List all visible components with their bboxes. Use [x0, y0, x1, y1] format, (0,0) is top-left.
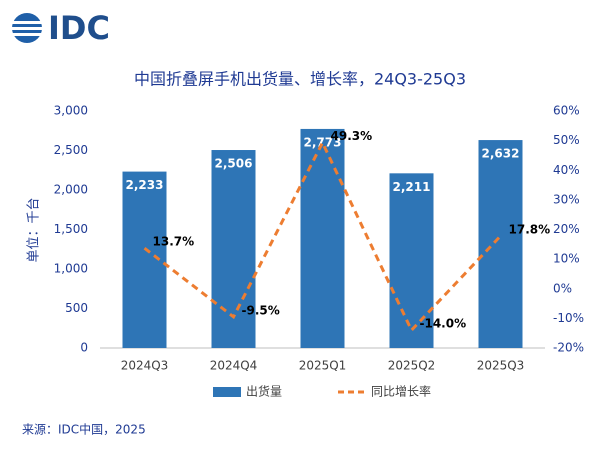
y2-tick-label: 50%: [553, 133, 580, 147]
y-tick-label: 3,000: [54, 104, 88, 118]
y-tick-label: 500: [65, 301, 88, 315]
y2-tick-label: 10%: [553, 252, 580, 266]
line-label: 49.3%: [331, 129, 373, 143]
y2-tick-label: 30%: [553, 192, 580, 206]
bar-label: 2,506: [215, 157, 253, 171]
legend-label: 同比增长率: [371, 384, 431, 399]
y2-tick-label: -20%: [553, 341, 584, 355]
logo-icon: [12, 13, 42, 43]
x-tick-label: 2025Q2: [388, 359, 436, 373]
bar: [122, 171, 167, 348]
x-tick-label: 2025Q3: [477, 359, 525, 373]
y2-tick-label: -10%: [553, 311, 584, 325]
bar-label: 2,773: [304, 135, 342, 149]
legend-label: 出货量: [246, 384, 282, 399]
x-tick-label: 2025Q1: [299, 359, 347, 373]
bar-label: 2,211: [393, 180, 431, 194]
y-tick-label: 0: [80, 341, 88, 355]
bar-label: 2,632: [482, 147, 520, 161]
line: [143, 139, 502, 333]
source: 来源：IDC中国，2025: [22, 422, 146, 437]
x-tick-label: 2024Q3: [121, 359, 169, 373]
line-label: 13.7%: [153, 235, 195, 249]
y-tick-label: 1,000: [54, 262, 88, 276]
line-label: -9.5%: [242, 303, 280, 317]
bar-label: 2,233: [126, 178, 164, 192]
logo: IDC: [48, 9, 110, 47]
x-tick-label: 2024Q4: [210, 359, 258, 373]
y2-tick-label: 20%: [553, 222, 580, 236]
line-label: 17.8%: [509, 223, 551, 237]
line-label: -14.0%: [420, 317, 467, 331]
y2-tick-label: 60%: [553, 104, 580, 118]
legend-swatch: [213, 387, 241, 397]
y-tick-label: 1,500: [54, 222, 88, 236]
y-tick-label: 2,000: [54, 183, 88, 197]
y-axis-title: 单位：千台: [27, 197, 42, 262]
bar: [478, 140, 523, 348]
y2-tick-label: 40%: [553, 163, 580, 177]
chart-title: 中国折叠屏手机出货量、增长率，24Q3-25Q3: [134, 70, 466, 89]
bar: [389, 173, 434, 348]
y-tick-label: 2,500: [54, 143, 88, 157]
y2-tick-label: 0%: [553, 281, 572, 295]
bar: [300, 128, 345, 348]
